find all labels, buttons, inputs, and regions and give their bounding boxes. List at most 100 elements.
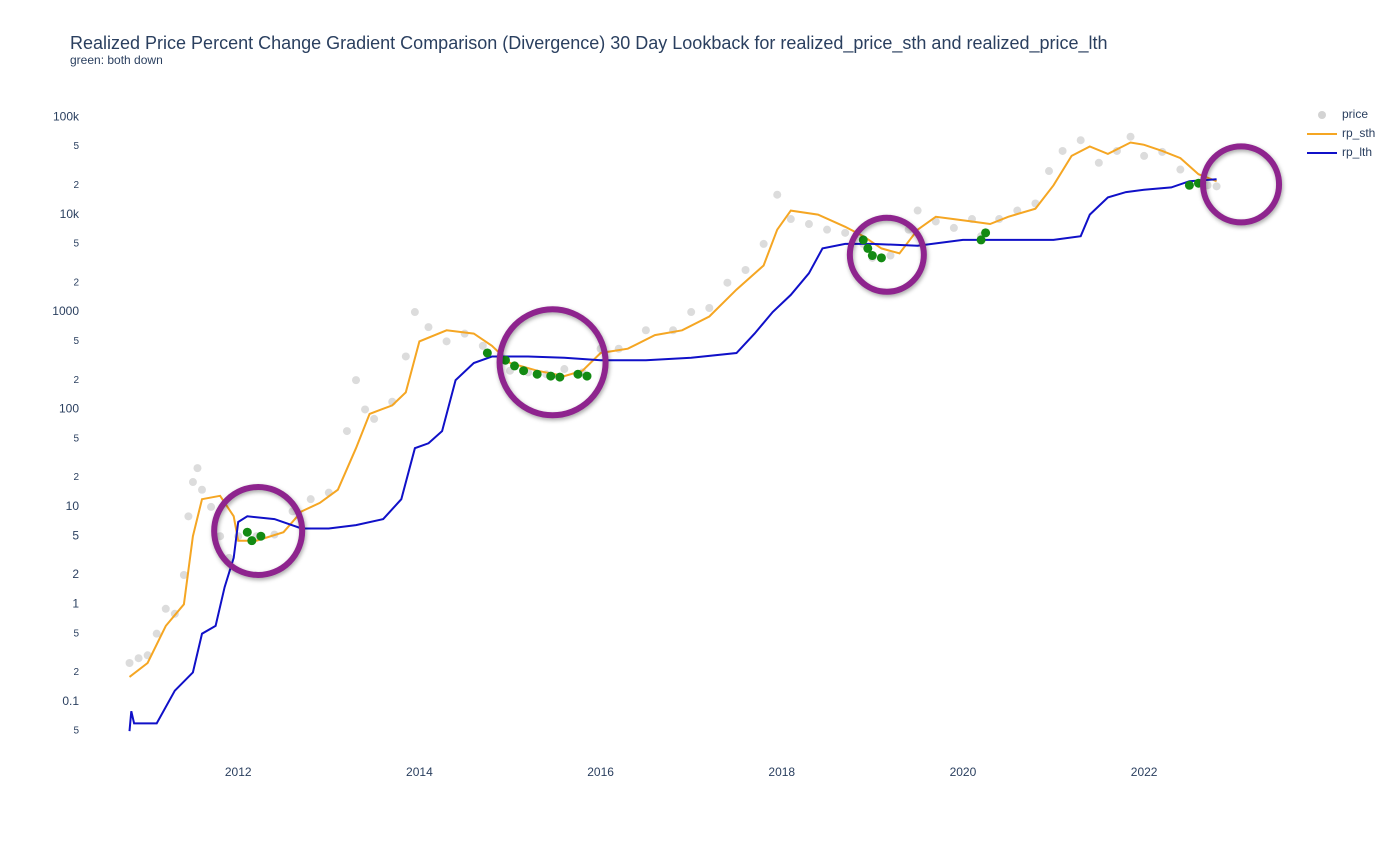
point [410,308,419,317]
point [500,355,510,365]
point [573,369,583,379]
line [128,178,1217,732]
point [546,371,556,381]
x-tick-label: 2018 [768,765,795,779]
point [804,220,813,229]
point [184,512,193,521]
y-tick-label: 1 [72,597,79,611]
annotation-circle [846,214,927,295]
point [876,253,886,263]
line [128,141,1217,678]
x-tick-label: 2022 [1131,765,1158,779]
point [207,502,216,511]
point [152,629,161,638]
point [519,366,529,376]
point [555,372,565,382]
point [478,341,487,350]
point [1140,151,1149,160]
y-tick-label: 10k [60,207,80,221]
y-tick-label: 1000 [52,304,79,318]
y-tick-label: 2 [72,567,79,581]
point [1126,132,1135,141]
y-tick-label: 0.1 [62,694,79,708]
point [1176,165,1185,174]
point [863,243,873,253]
point [759,239,768,248]
point [1212,182,1221,191]
point [125,658,134,667]
point [841,228,850,237]
y-tick-label: 2 [73,375,79,386]
y-tick-label: 5 [72,528,79,542]
point [370,414,379,423]
point [1045,167,1053,176]
y-tick-label: 5 [73,239,79,250]
point [532,369,542,379]
point [216,532,225,541]
point [981,228,991,238]
point [1058,146,1067,155]
point [976,235,986,245]
y-tick-label: 2 [73,667,79,678]
point [823,225,832,234]
point [306,495,315,504]
y-tick-label: 2 [73,277,79,288]
point [867,251,877,261]
y-tick-label: 100k [53,109,80,123]
x-tick-label: 2016 [587,765,614,779]
point [198,485,206,494]
point [858,235,868,245]
point [786,215,795,224]
point [193,464,202,473]
point [1184,180,1194,190]
y-tick-label: 100 [59,402,79,416]
chart-title: Realized Price Percent Change Gradient C… [70,33,1108,54]
point [247,536,257,546]
point [723,278,732,287]
y-tick-label: 5 [73,628,79,639]
point [641,326,650,335]
point [401,352,410,361]
annotation-circle [211,483,306,578]
point [442,337,451,346]
point [352,376,360,385]
legend-label: rp_sth [1342,126,1375,140]
point [134,654,143,663]
x-tick-label: 2020 [950,765,977,779]
point [931,217,940,226]
point [242,527,252,537]
point [424,323,433,332]
point [256,531,266,541]
point [161,604,170,613]
y-tick-label: 2 [73,180,79,191]
x-tick-label: 2012 [225,765,252,779]
legend-label: rp_lth [1342,145,1372,159]
point [188,478,197,487]
y-tick-label: 10 [66,499,80,513]
point [510,361,520,371]
point [560,365,569,374]
plot-area [125,132,1221,732]
x-tick-label: 2014 [406,765,433,779]
point [886,251,895,260]
point [949,223,958,232]
point [687,308,696,317]
annotation-circle [496,306,609,419]
point [913,206,922,215]
point [1076,136,1085,145]
point [582,371,592,381]
y-tick-label: 5 [73,433,79,444]
chart-subtitle: green: both down [70,53,163,67]
legend-label: price [1342,107,1368,121]
y-tick-label: 5 [73,726,79,737]
y-tick-label: 5 [73,336,79,347]
point [1094,158,1103,167]
point [342,427,351,436]
y-tick-label: 5 [73,141,79,152]
point [482,348,492,358]
point [741,265,750,274]
annotation-circle [1200,143,1283,226]
point [361,405,370,414]
point [705,303,714,312]
